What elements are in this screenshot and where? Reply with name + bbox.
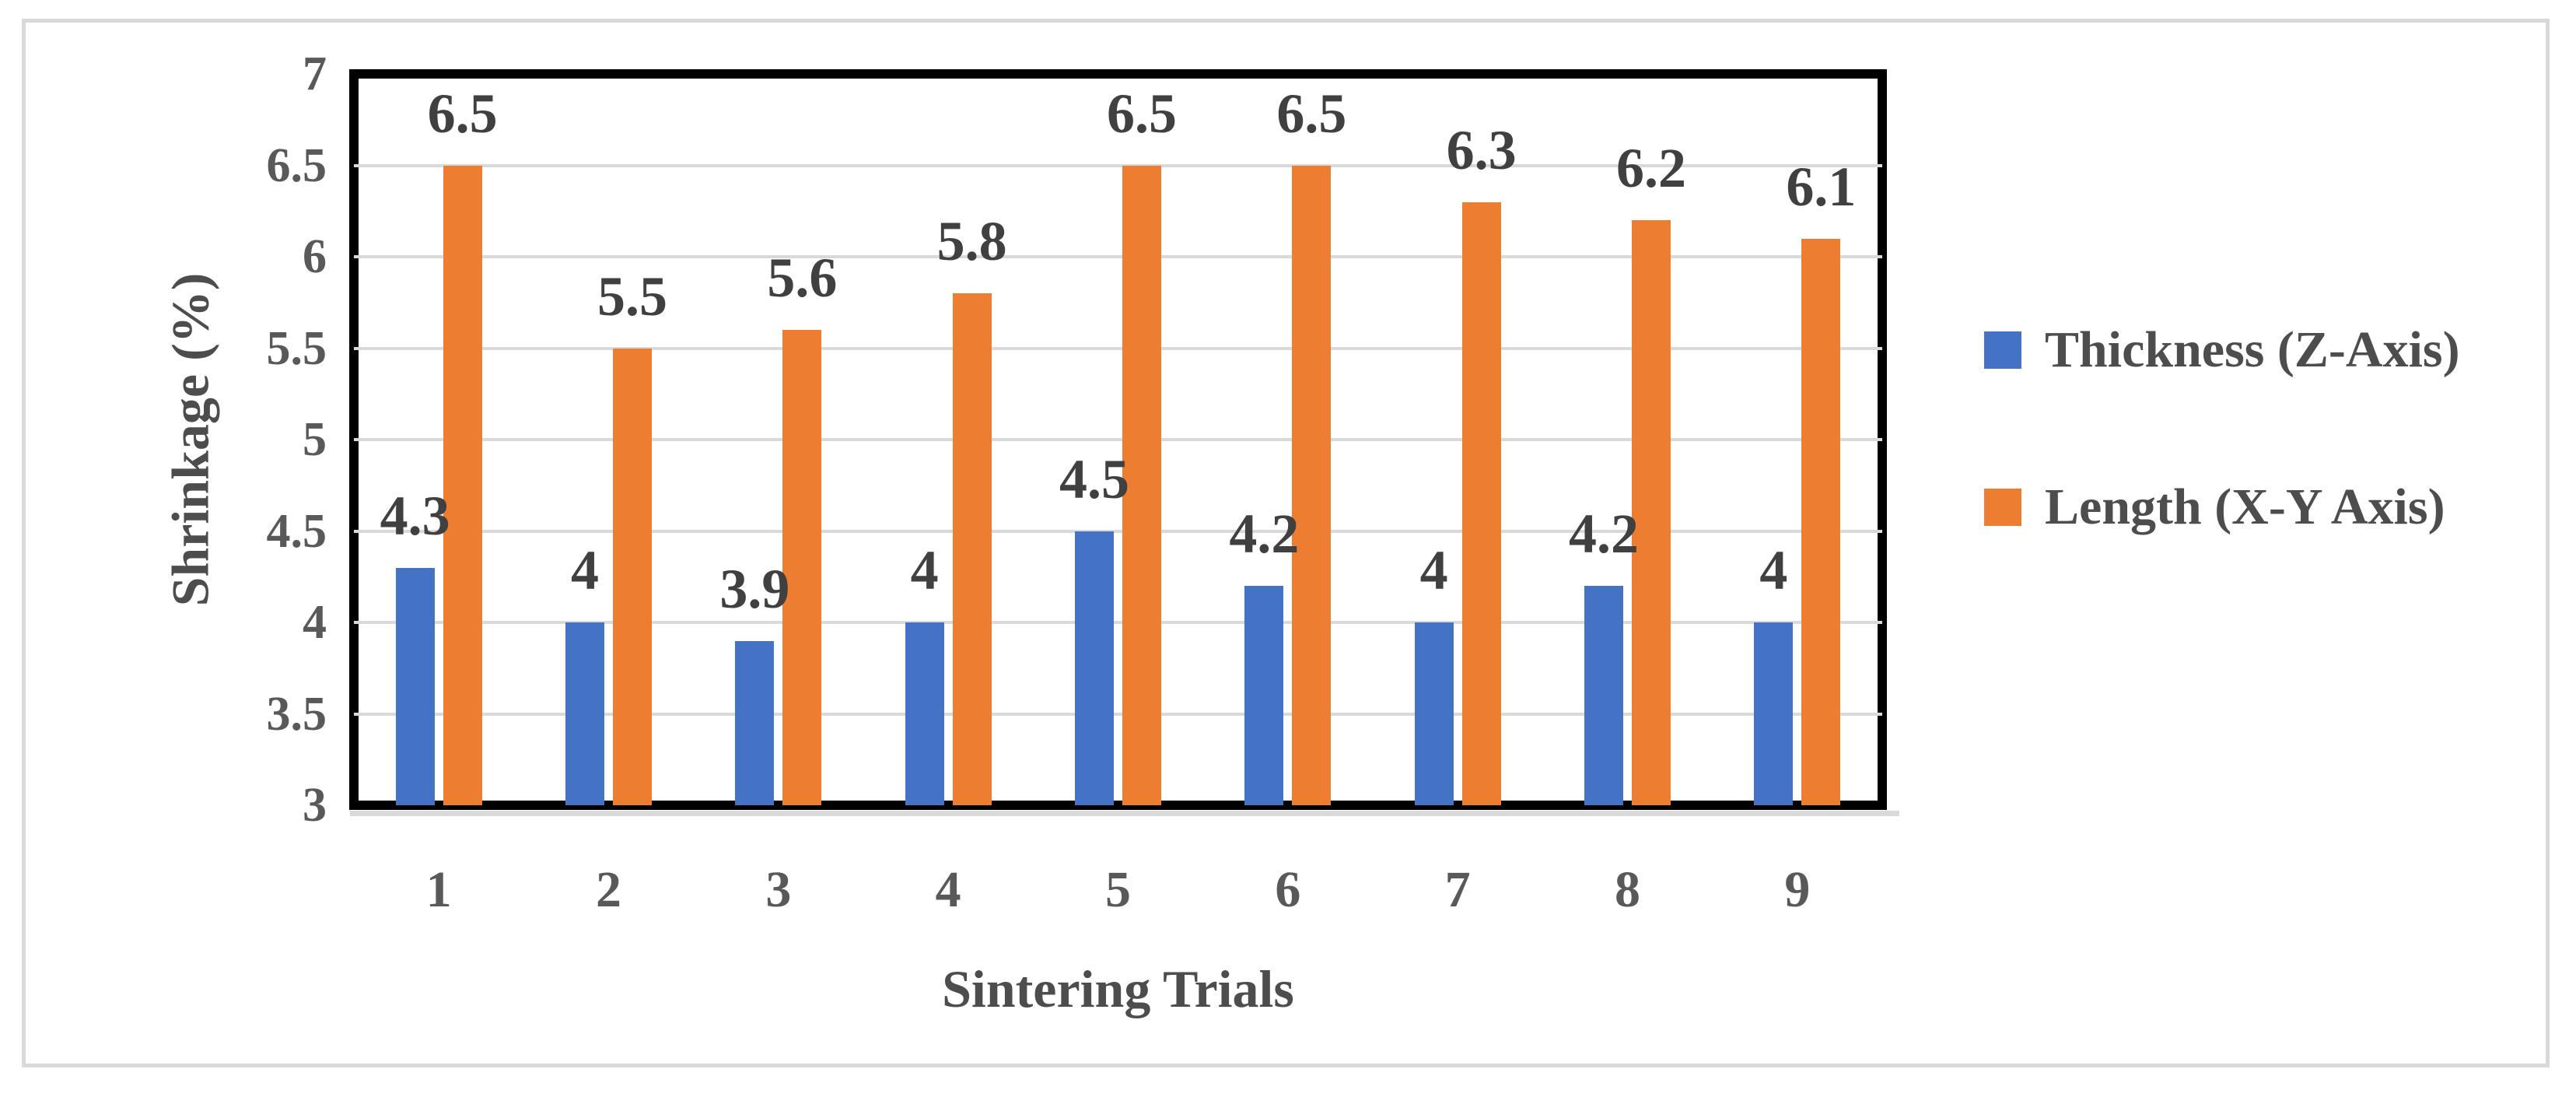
legend-swatch-thickness xyxy=(1984,331,2021,369)
x-tick-label-7: 7 xyxy=(1444,861,1471,918)
data-label-thickness-trial-5: 4.5 xyxy=(1059,447,1129,510)
x-tick-label-5: 5 xyxy=(1105,861,1131,918)
data-label-length-trial-9: 6.1 xyxy=(1786,155,1857,218)
y-tick-label-6.5: 6.5 xyxy=(266,138,327,192)
bar-thickness-trial-8 xyxy=(1584,586,1623,805)
gridline-y-5.5 xyxy=(354,346,1882,350)
gridline-y-6.5 xyxy=(354,163,1882,167)
gridline-y-3.5 xyxy=(354,712,1882,716)
y-tick-label-5: 5 xyxy=(303,413,327,466)
bar-thickness-trial-9 xyxy=(1754,622,1794,805)
bar-thickness-trial-3 xyxy=(735,640,775,805)
bar-thickness-trial-7 xyxy=(1414,622,1454,805)
plot-area xyxy=(349,69,1887,810)
data-label-length-trial-6: 6.5 xyxy=(1276,82,1347,145)
data-label-length-trial-8: 6.2 xyxy=(1616,137,1686,199)
data-label-thickness-trial-4: 4 xyxy=(910,539,939,601)
y-tick-label-6: 6 xyxy=(303,230,327,283)
x-tick-label-9: 9 xyxy=(1784,861,1811,918)
bar-length-trial-5 xyxy=(1122,165,1161,805)
data-label-length-trial-5: 6.5 xyxy=(1107,82,1177,145)
bar-length-trial-1 xyxy=(443,165,482,805)
data-label-length-trial-4: 5.8 xyxy=(936,210,1007,272)
x-tick-label-6: 6 xyxy=(1275,861,1301,918)
bar-thickness-trial-1 xyxy=(395,567,435,805)
data-label-thickness-trial-6: 4.2 xyxy=(1229,503,1300,565)
data-label-thickness-trial-8: 4.2 xyxy=(1569,503,1639,565)
data-label-length-trial-2: 5.5 xyxy=(597,265,667,328)
y-tick-label-5.5: 5.5 xyxy=(266,321,327,375)
data-label-thickness-trial-1: 4.3 xyxy=(380,484,450,547)
gridline-y-4 xyxy=(354,621,1882,624)
bar-length-trial-2 xyxy=(613,348,652,805)
legend-entry-thickness: Thickness (Z-Axis) xyxy=(1984,319,2460,381)
x-axis-title: Sintering Trials xyxy=(942,959,1294,1018)
legend-entry-length: Length (X-Y Axis) xyxy=(1984,476,2445,538)
y-tick-label-3.5: 3.5 xyxy=(266,687,327,741)
legend-label-length: Length (X-Y Axis) xyxy=(2045,478,2445,535)
data-label-thickness-trial-3: 3.9 xyxy=(719,557,790,620)
y-tick-label-4: 4 xyxy=(303,596,327,649)
bar-thickness-trial-2 xyxy=(565,622,604,805)
data-label-length-trial-1: 6.5 xyxy=(427,82,498,145)
y-tick-label-7: 7 xyxy=(303,47,327,100)
x-tick-label-3: 3 xyxy=(765,861,792,918)
gridline-y-4.5 xyxy=(354,529,1882,533)
bar-length-trial-6 xyxy=(1292,165,1332,805)
bar-length-trial-8 xyxy=(1632,220,1671,805)
bar-length-trial-7 xyxy=(1461,202,1501,805)
data-label-thickness-trial-7: 4 xyxy=(1419,539,1448,601)
legend-label-thickness: Thickness (Z-Axis) xyxy=(2045,321,2460,378)
y-tick-label-4.5: 4.5 xyxy=(266,504,327,558)
x-tick-label-1: 1 xyxy=(425,861,452,918)
gridline-y-5 xyxy=(354,438,1882,441)
bar-length-trial-4 xyxy=(952,293,992,805)
data-label-thickness-trial-9: 4 xyxy=(1759,539,1788,601)
x-tick-label-4: 4 xyxy=(935,861,961,918)
data-label-thickness-trial-2: 4 xyxy=(571,539,599,601)
data-label-length-trial-3: 5.6 xyxy=(767,247,838,309)
bar-length-trial-9 xyxy=(1801,238,1841,805)
bar-thickness-trial-5 xyxy=(1075,531,1114,805)
plot-shadow-line xyxy=(350,811,1899,816)
y-tick-label-3: 3 xyxy=(303,779,327,832)
bar-length-trial-3 xyxy=(782,330,822,805)
x-tick-label-2: 2 xyxy=(596,861,621,918)
bar-thickness-trial-4 xyxy=(905,622,944,805)
gridline-y-6 xyxy=(354,255,1882,258)
x-tick-label-8: 8 xyxy=(1615,861,1640,918)
bar-thickness-trial-6 xyxy=(1244,586,1284,805)
y-axis-title-text: Shrinkage (%) xyxy=(160,272,220,607)
data-label-length-trial-7: 6.3 xyxy=(1446,118,1517,181)
legend-swatch-length xyxy=(1984,489,2021,526)
